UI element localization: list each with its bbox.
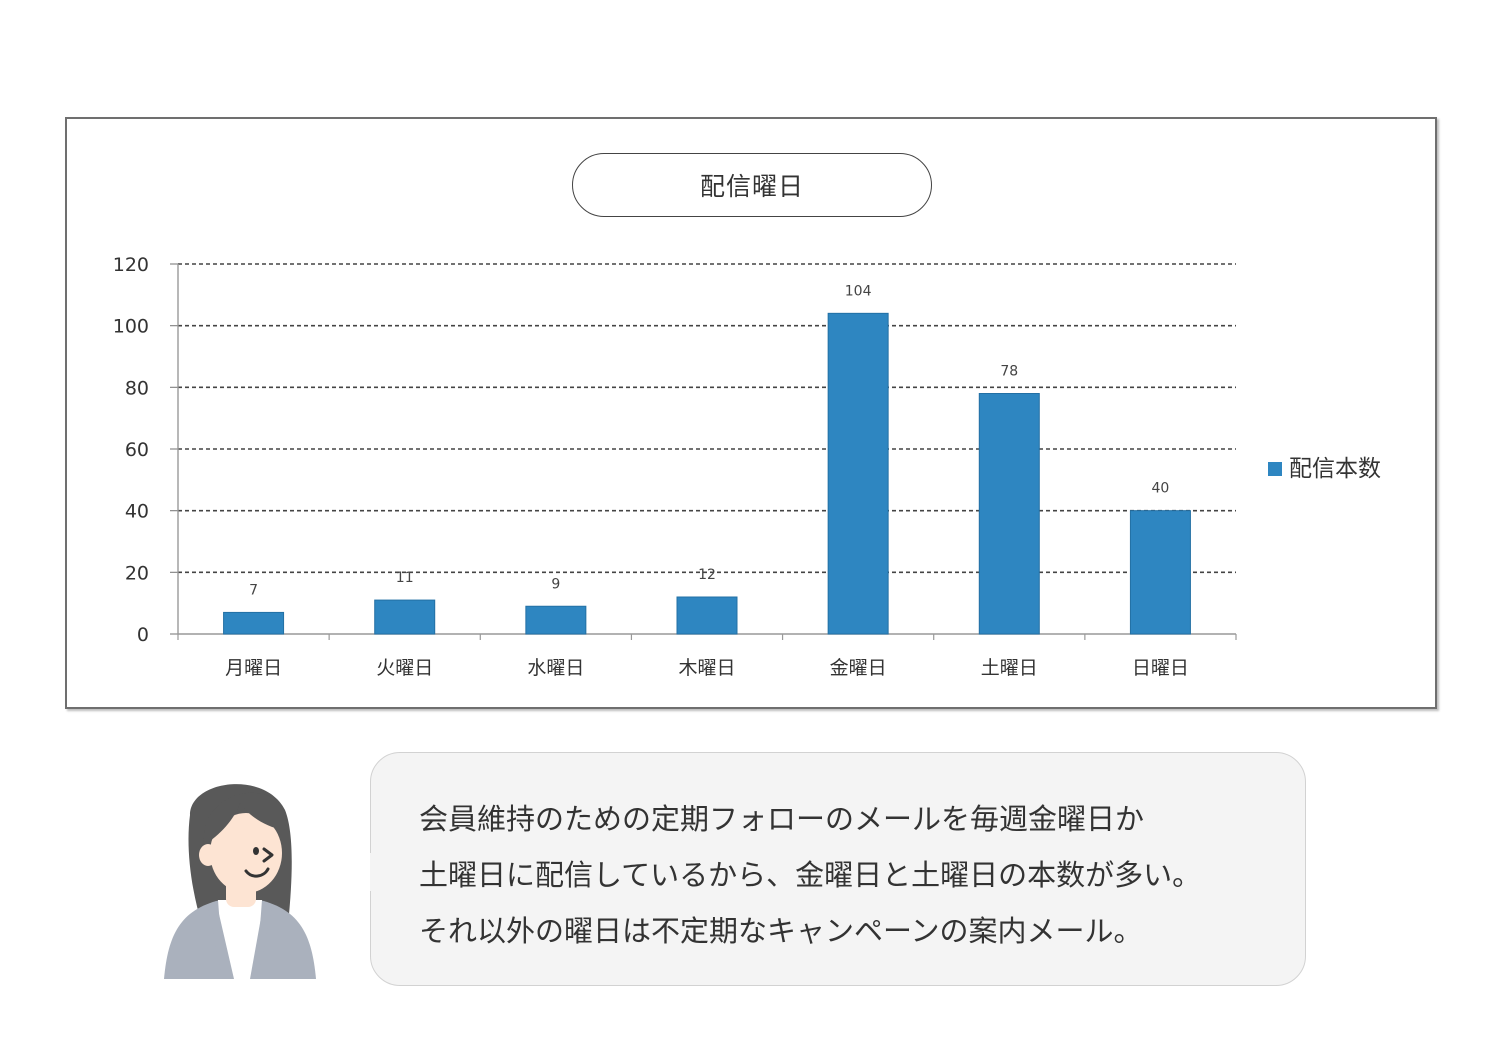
x-tick-label: 火曜日 <box>376 657 433 679</box>
data-label: 78 <box>1000 364 1018 380</box>
bar <box>223 611 285 635</box>
y-tick-label: 120 <box>113 254 149 276</box>
bar <box>525 605 587 635</box>
x-tick-label: 土曜日 <box>981 657 1038 679</box>
data-label: 40 <box>1152 481 1170 497</box>
comment-line-3: それ以外の曜日は不定期なキャンペーンの案内メール。 <box>419 914 1143 948</box>
bubble-tail-seam <box>370 853 376 891</box>
y-tick-label: 0 <box>137 624 149 646</box>
bar <box>676 596 738 635</box>
comment-line-2: 土曜日に配信しているから、金曜日と土曜日の本数が多い。 <box>419 858 1202 892</box>
y-tick-label: 40 <box>125 501 149 523</box>
y-tick-label: 60 <box>125 439 149 461</box>
bar <box>1129 510 1191 635</box>
comment-line-1: 会員維持のための定期フォローのメールを毎週金曜日か <box>419 802 1145 836</box>
y-tick-label: 100 <box>113 316 149 338</box>
x-tick-label: 月曜日 <box>225 657 282 679</box>
data-label: 12 <box>698 567 716 583</box>
speech-bubble: 会員維持のための定期フォローのメールを毎週金曜日か 土曜日に配信しているから、金… <box>370 752 1306 986</box>
x-tick-label: 日曜日 <box>1132 657 1189 679</box>
data-label: 9 <box>551 576 560 592</box>
chart-title: 配信曜日 <box>572 153 932 217</box>
data-label: 7 <box>249 582 258 598</box>
legend-swatch <box>1268 462 1282 476</box>
x-tick-label: 木曜日 <box>678 657 735 679</box>
y-tick-label: 20 <box>125 562 149 584</box>
x-tick-label: 水曜日 <box>527 657 584 679</box>
bar <box>827 312 889 635</box>
data-label: 104 <box>845 283 872 299</box>
x-tick-label: 金曜日 <box>830 657 887 679</box>
woman-avatar-icon <box>164 784 316 980</box>
bar <box>374 599 436 635</box>
data-label: 11 <box>396 570 414 586</box>
bar <box>978 393 1040 635</box>
y-tick-label: 80 <box>125 377 149 399</box>
legend-label: 配信本数 <box>1289 456 1381 482</box>
